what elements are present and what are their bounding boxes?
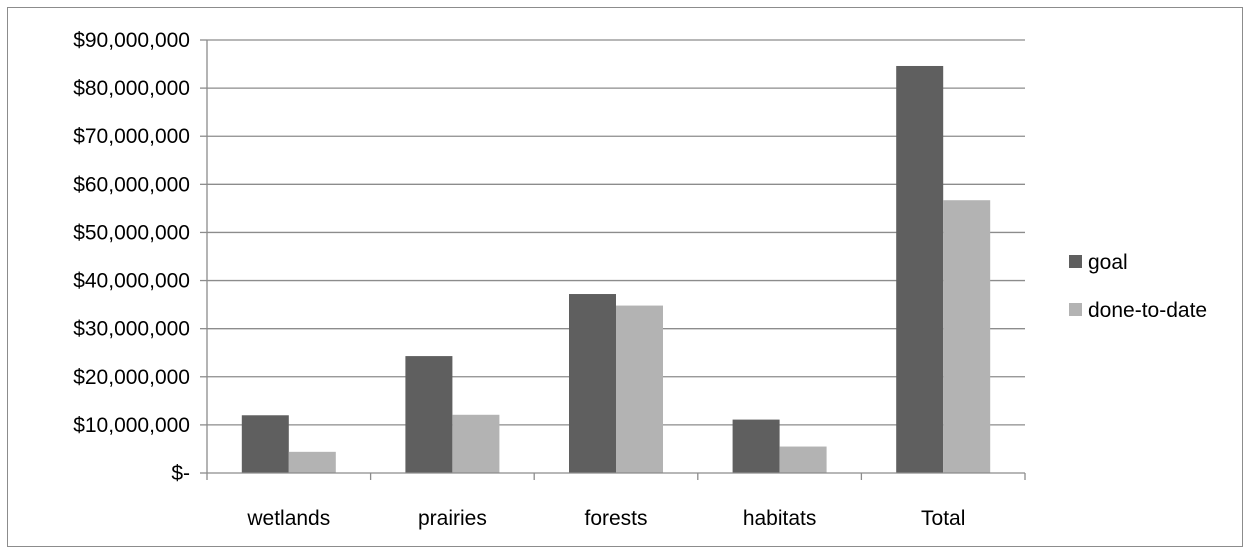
bar-goal-habitats bbox=[732, 419, 780, 473]
bar-goal-forests bbox=[569, 294, 616, 473]
legend: goal done-to-date bbox=[1069, 251, 1207, 322]
bar-goal-wetlands bbox=[241, 415, 289, 473]
y-tick-label: $- bbox=[171, 462, 190, 485]
bar-goal-total bbox=[896, 65, 944, 473]
bar-done-to-date-habitats bbox=[779, 446, 827, 473]
y-tick-label: $50,000,000 bbox=[73, 221, 190, 244]
y-tick-label: $30,000,000 bbox=[73, 318, 190, 341]
y-tick-label: $10,000,000 bbox=[73, 414, 190, 437]
legend-swatch bbox=[1069, 255, 1082, 268]
bar-done-to-date-wetlands bbox=[288, 451, 336, 473]
x-tick-label: wetlands bbox=[246, 507, 330, 530]
bar-goal-prairies bbox=[405, 356, 453, 473]
x-tick-label: habitats bbox=[743, 507, 817, 530]
y-tick-label: $60,000,000 bbox=[73, 173, 190, 196]
bars bbox=[241, 65, 991, 473]
bar-done-to-date-forests bbox=[616, 305, 663, 473]
y-tick-label: $40,000,000 bbox=[73, 270, 190, 293]
y-tick-label: $20,000,000 bbox=[73, 366, 190, 389]
y-tick-label: $80,000,000 bbox=[73, 77, 190, 100]
bar-done-to-date-total bbox=[943, 200, 991, 473]
bar-done-to-date-prairies bbox=[452, 414, 500, 473]
x-tick-label: Total bbox=[921, 507, 965, 530]
legend-label: done-to-date bbox=[1088, 299, 1207, 322]
x-tick-label: forests bbox=[584, 507, 647, 530]
gridlines bbox=[207, 39, 1025, 426]
x-tick-label: prairies bbox=[418, 507, 487, 530]
y-tick-label: $70,000,000 bbox=[73, 125, 190, 148]
legend-label: goal bbox=[1088, 251, 1128, 274]
x-tick-labels: wetlands prairies forests habitats Total bbox=[246, 507, 965, 530]
legend-swatch bbox=[1069, 303, 1082, 316]
y-tick-label: $90,000,000 bbox=[73, 29, 190, 52]
axes bbox=[200, 39, 1026, 480]
y-tick-labels: $- $10,000,000 $20,000,000 $30,000,000 $40,0… bbox=[73, 29, 190, 485]
